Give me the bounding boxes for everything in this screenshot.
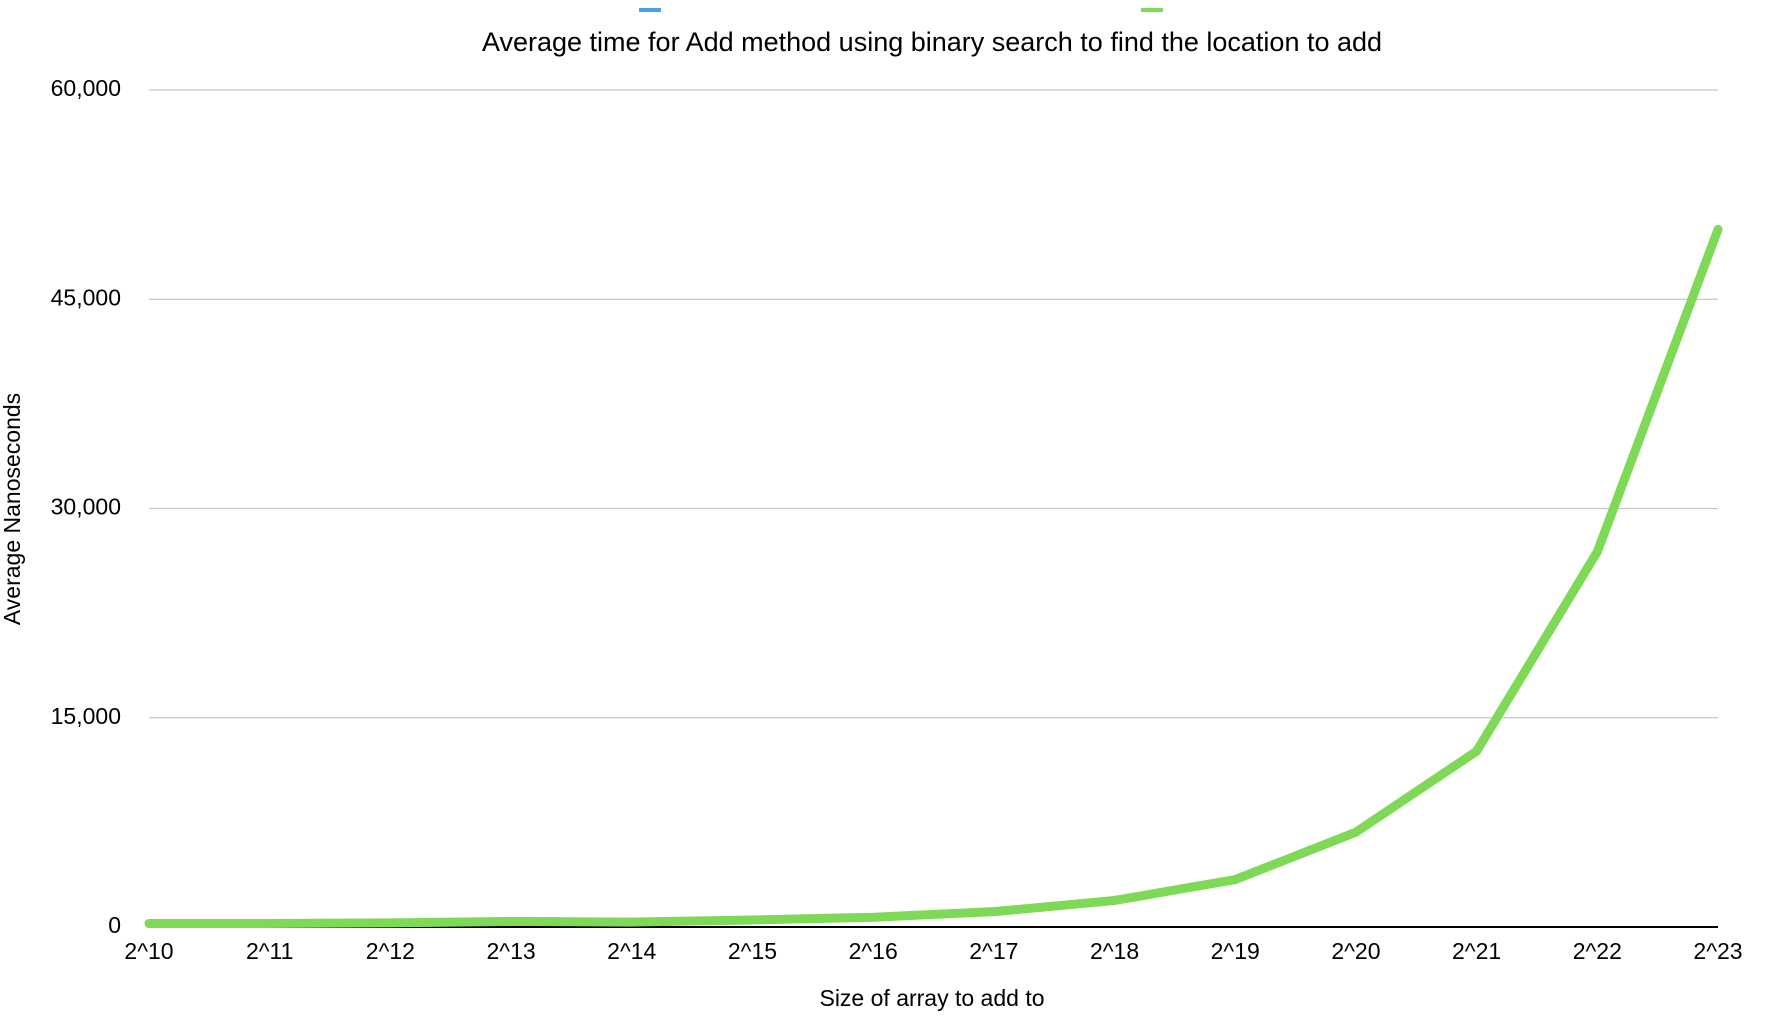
x-tick-label: 2^21 — [1452, 938, 1501, 964]
x-tick-label: 2^20 — [1331, 938, 1380, 964]
x-tick-label: 2^18 — [1090, 938, 1139, 964]
chart-title: Average time for Add method using binary… — [482, 27, 1382, 57]
y-tick-label: 60,000 — [51, 75, 121, 101]
x-axis-label: Size of array to add to — [819, 985, 1044, 1011]
x-tick-label: 2^17 — [969, 938, 1018, 964]
x-tick-label: 2^23 — [1693, 938, 1742, 964]
y-tick-label: 30,000 — [51, 494, 121, 520]
x-tick-label: 2^19 — [1211, 938, 1260, 964]
x-tick-label: 2^14 — [607, 938, 656, 964]
x-tick-label: 2^15 — [728, 938, 777, 964]
x-tick-label: 2^12 — [366, 938, 415, 964]
x-tick-label: 2^22 — [1573, 938, 1622, 964]
x-tick-label: 2^16 — [849, 938, 898, 964]
line-series — [144, 225, 1723, 929]
y-tick-label: 15,000 — [51, 703, 121, 729]
x-tick-label: 2^13 — [486, 938, 535, 964]
y-tick-label: 0 — [108, 912, 121, 938]
x-tick-label: 2^10 — [124, 938, 173, 964]
y-axis-label: Average Nanoseconds — [0, 393, 25, 625]
x-tick-label: 2^11 — [246, 938, 293, 964]
y-tick-label: 45,000 — [51, 284, 121, 310]
